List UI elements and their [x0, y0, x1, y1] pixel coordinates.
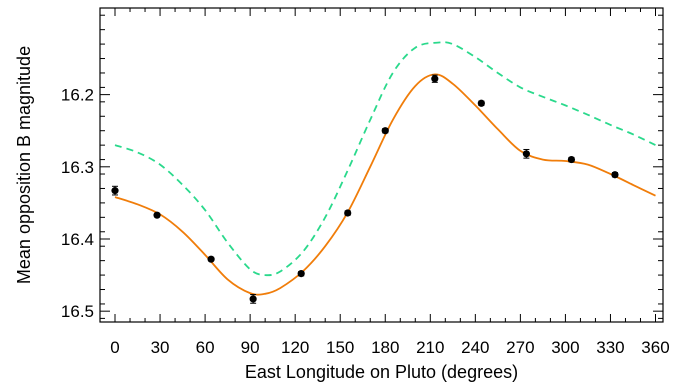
x-tick-labels: 0 30 60 90 120 150 180 210 240 270 300 330 360 — [110, 338, 669, 357]
y-tick-label: 16.2 — [61, 86, 94, 105]
data-point — [567, 155, 576, 164]
data-point — [153, 211, 161, 219]
y-tick-label: 16.3 — [61, 158, 94, 177]
data-point — [522, 150, 530, 158]
axis-ticks — [99, 8, 663, 322]
x-axis-label: East Longitude on Pluto (degrees) — [245, 362, 518, 382]
data-points — [111, 74, 619, 304]
plot-frame — [99, 7, 664, 323]
data-point — [297, 270, 305, 278]
x-tick-label: 180 — [371, 338, 399, 357]
data-point — [381, 127, 389, 135]
x-tick-label: 270 — [506, 338, 534, 357]
x-tick-label: 300 — [551, 338, 579, 357]
x-tick-label: 30 — [151, 338, 170, 357]
data-point — [249, 295, 257, 303]
model-curves — [114, 41, 656, 296]
y-tick-label: 16.4 — [61, 230, 94, 249]
x-tick-label: 60 — [196, 338, 215, 357]
data-point — [611, 171, 619, 179]
x-tick-label: 240 — [461, 338, 489, 357]
x-tick-label: 210 — [416, 338, 444, 357]
y-tick-label: 16.5 — [61, 302, 94, 321]
data-point — [431, 75, 439, 83]
data-point — [477, 99, 485, 107]
x-tick-label: 150 — [326, 338, 354, 357]
dashed-model-curve — [114, 41, 656, 277]
x-tick-label: 0 — [110, 338, 119, 357]
data-point — [344, 209, 352, 217]
solid-model-curve — [114, 73, 656, 296]
y-tick-labels: 16.2 16.3 16.4 16.5 — [61, 86, 94, 322]
x-tick-label: 330 — [596, 338, 624, 357]
data-point — [111, 187, 119, 195]
data-point — [207, 255, 215, 263]
x-tick-label: 120 — [281, 338, 309, 357]
x-tick-label: 90 — [241, 338, 260, 357]
x-tick-label: 360 — [641, 338, 669, 357]
y-axis-label: Mean opposition B magnitude — [14, 46, 34, 284]
